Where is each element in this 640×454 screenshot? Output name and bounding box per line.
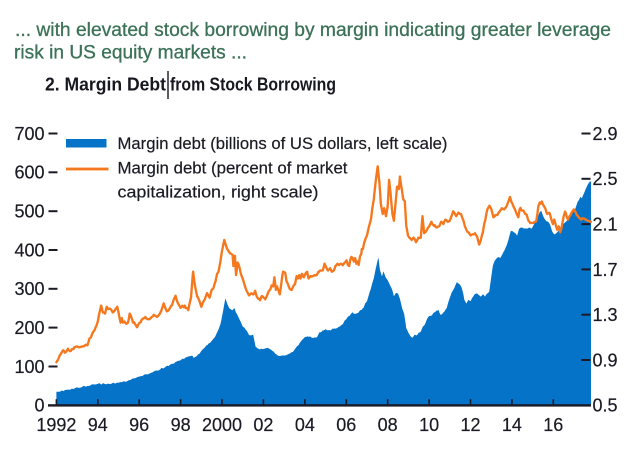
svg-text:14: 14 bbox=[502, 415, 522, 435]
svg-text:700: 700 bbox=[14, 124, 44, 144]
svg-text:1992: 1992 bbox=[36, 415, 76, 435]
svg-text:300: 300 bbox=[14, 279, 44, 299]
svg-text:06: 06 bbox=[336, 415, 356, 435]
svg-text:risk in US equity markets ...: risk in US equity markets ... bbox=[14, 43, 247, 64]
svg-text:Margin debt (billions of US do: Margin debt (billions of US dollars, lef… bbox=[118, 134, 448, 153]
svg-text:600: 600 bbox=[14, 163, 44, 183]
svg-text:1.3: 1.3 bbox=[593, 305, 618, 325]
svg-text:96: 96 bbox=[129, 415, 149, 435]
svg-text:12: 12 bbox=[460, 415, 480, 435]
svg-text:0.5: 0.5 bbox=[593, 396, 618, 416]
svg-text:Margin debt (percent of market: Margin debt (percent of market bbox=[118, 158, 348, 177]
svg-text:100: 100 bbox=[14, 357, 44, 377]
svg-text:2.1: 2.1 bbox=[593, 215, 618, 235]
svg-text:0: 0 bbox=[34, 396, 44, 416]
svg-text:200: 200 bbox=[14, 318, 44, 338]
svg-text:10: 10 bbox=[419, 415, 439, 435]
svg-text:400: 400 bbox=[14, 240, 44, 260]
svg-text:2.5: 2.5 bbox=[593, 169, 618, 189]
svg-text:16: 16 bbox=[543, 415, 563, 435]
svg-text:500: 500 bbox=[14, 202, 44, 222]
svg-text:1.7: 1.7 bbox=[593, 260, 618, 280]
svg-text:98: 98 bbox=[171, 415, 191, 435]
svg-text:0.9: 0.9 bbox=[593, 350, 618, 370]
svg-text:2000: 2000 bbox=[202, 415, 242, 435]
svg-text:from Stock Borrowing: from Stock Borrowing bbox=[170, 74, 336, 95]
svg-text:08: 08 bbox=[378, 415, 398, 435]
svg-text:02: 02 bbox=[253, 415, 273, 435]
svg-text:2.9: 2.9 bbox=[593, 124, 618, 144]
svg-text:94: 94 bbox=[88, 415, 108, 435]
svg-text:capitalization, right scale): capitalization, right scale) bbox=[118, 183, 319, 202]
svg-text:04: 04 bbox=[295, 415, 315, 435]
svg-text:... with elevated stock borrow: ... with elevated stock borrowing by mar… bbox=[15, 20, 611, 41]
svg-text:2. Margin Debt: 2. Margin Debt bbox=[45, 74, 166, 95]
